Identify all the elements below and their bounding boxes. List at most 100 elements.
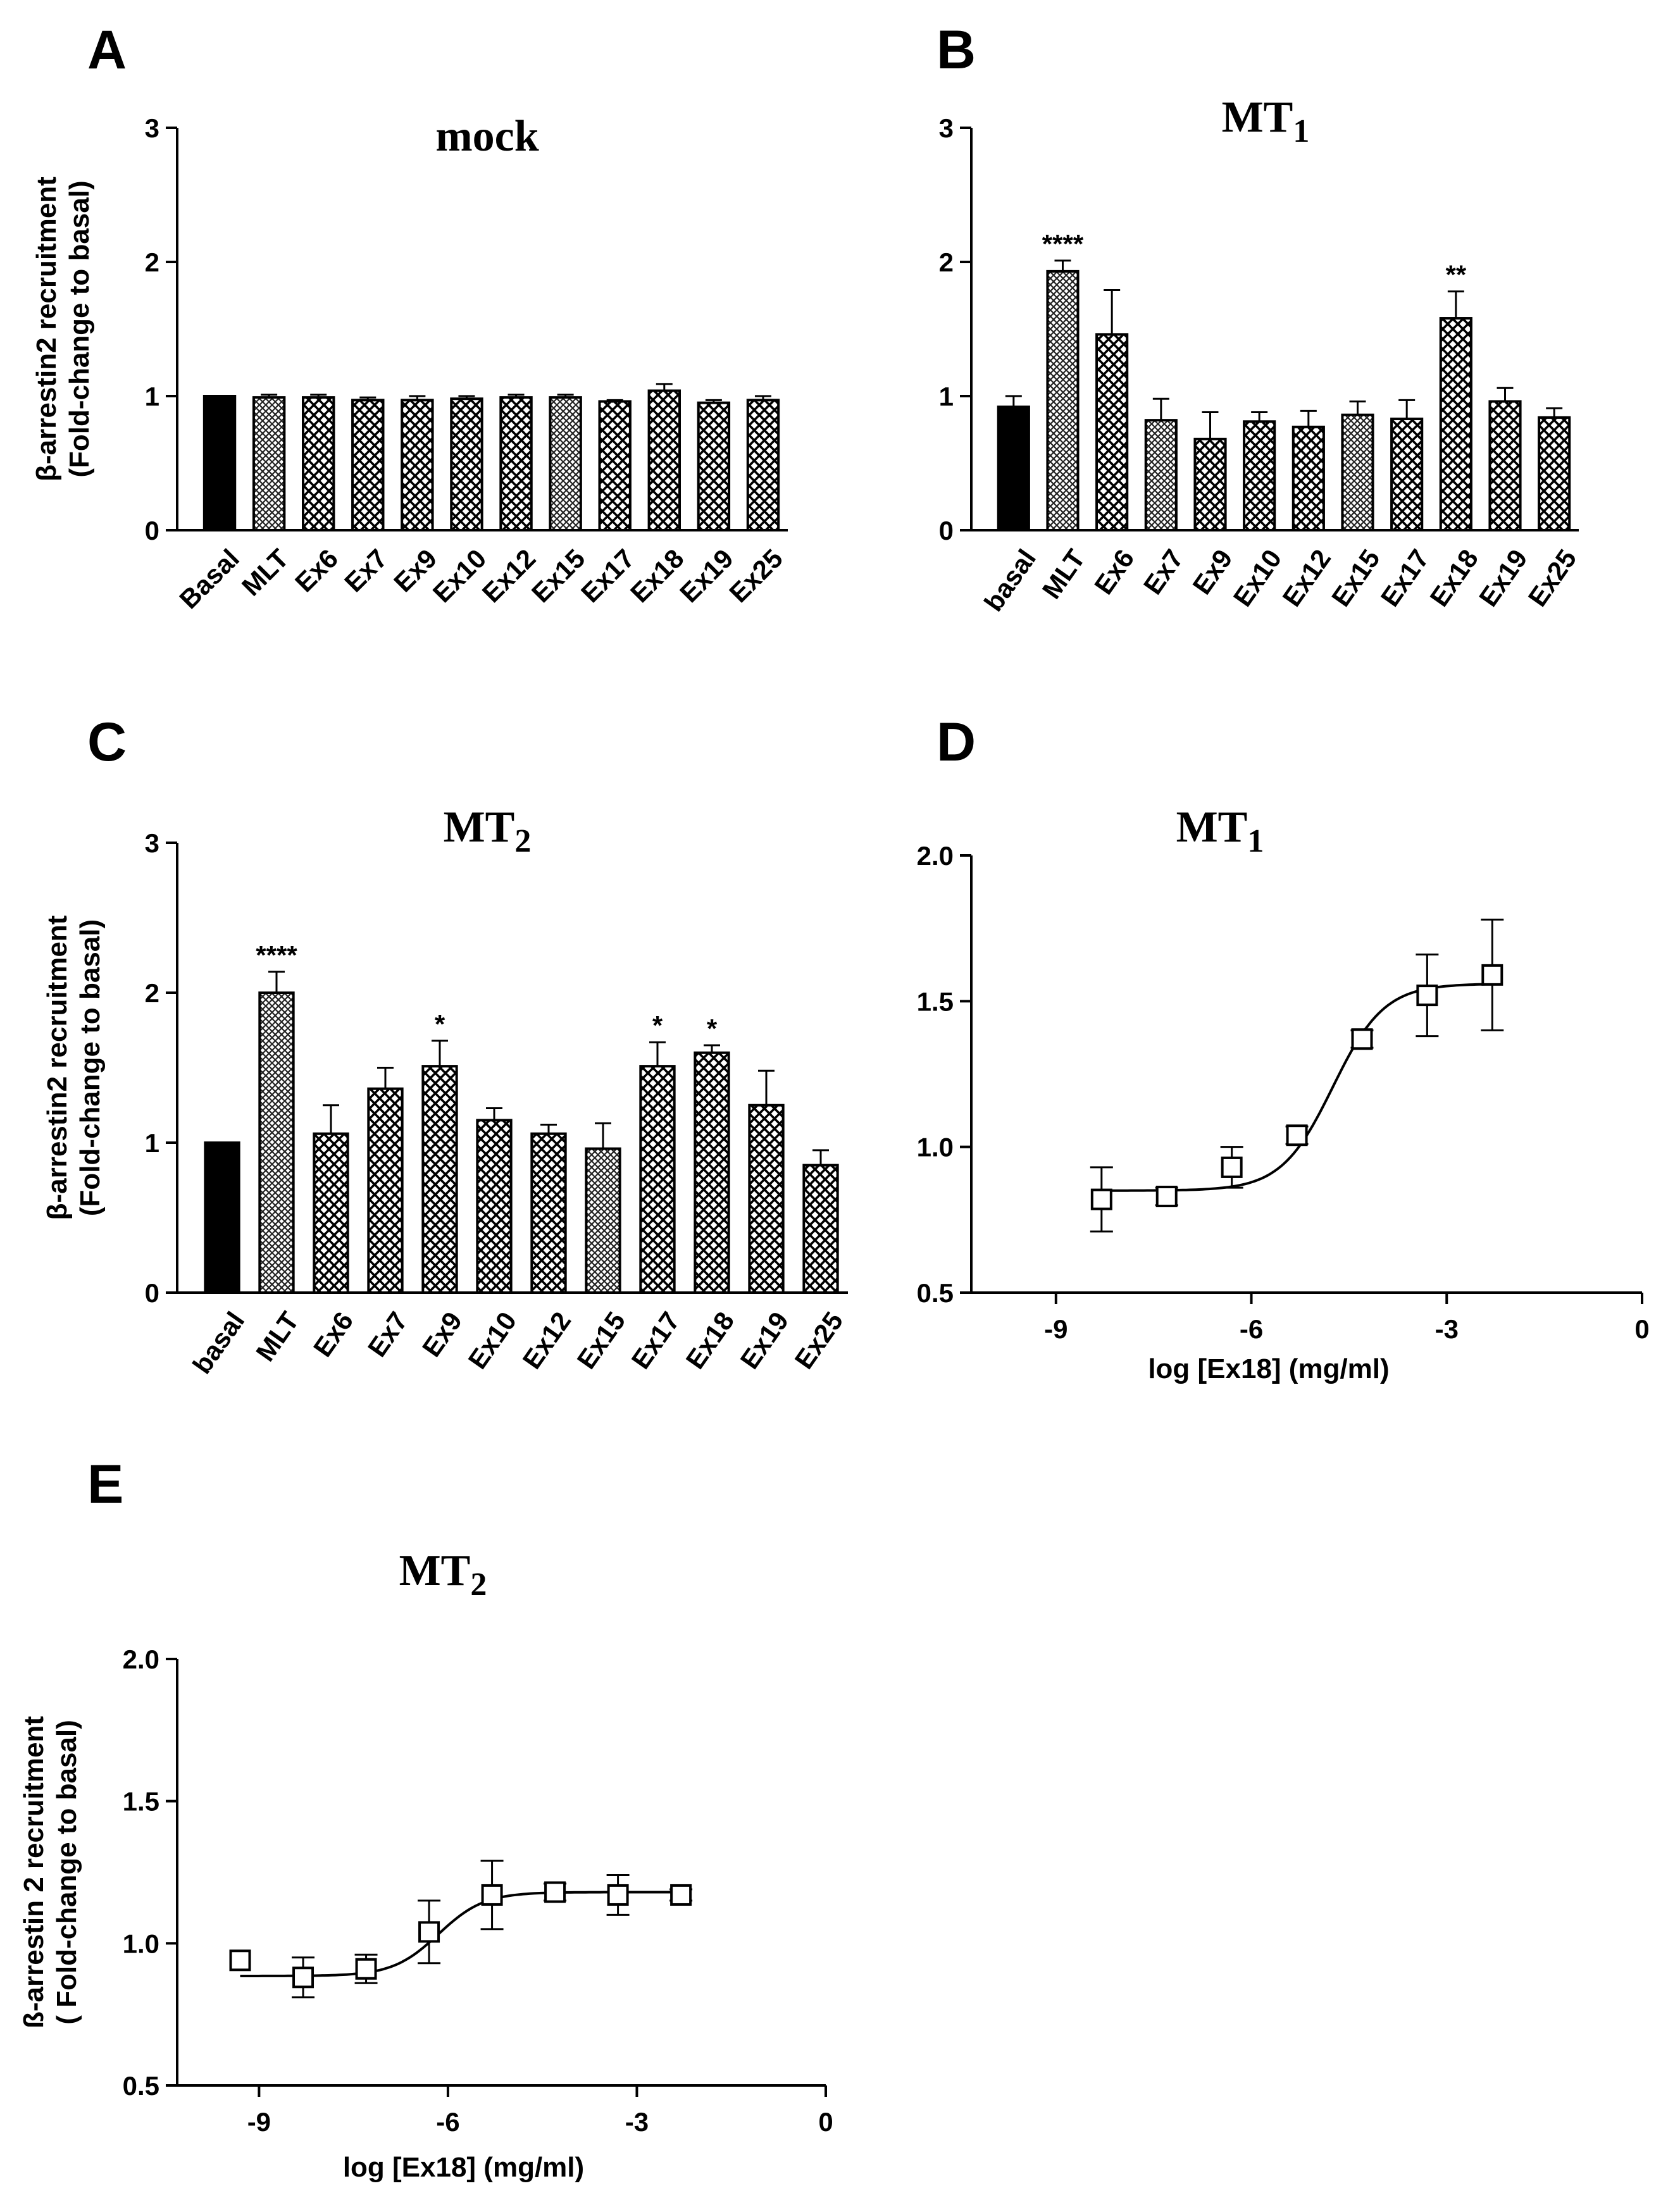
panel-b-category-label: basal — [978, 544, 1042, 617]
panel-b-bar-ex12 — [1291, 425, 1325, 532]
panel-b-y-tick-label: 2 — [939, 247, 954, 277]
panel-e-title-subscript: 2 — [470, 1567, 487, 1603]
panel-b-bar-ex19 — [1488, 400, 1522, 531]
panel-e-y-axis-label-line: ( Fold-change to basal) — [51, 1720, 82, 2025]
panel-a-category-label: Ex7 — [339, 544, 393, 598]
panel-a-category-label: Ex18 — [625, 544, 690, 609]
panel-e-y-axis-label: ß-arrestin 2 recruitment( Fold-change to… — [18, 1716, 82, 2029]
panel-d-x-tick-label: -9 — [1044, 1314, 1067, 1344]
panel-c-bar-ex19 — [748, 1103, 785, 1294]
panel-e-dose-response: 0.5 1.0 1.5 2.0 -9 -6 -3 0 MT2 ß-arrestin 2 recru… — [18, 1546, 833, 2183]
panel-d-data-point — [1155, 1185, 1178, 1207]
panel-c-bar-mlt — [258, 991, 295, 1294]
panel-b-title: MT1 — [1222, 93, 1310, 149]
panel-e-y-tick-label: 0.5 — [123, 2071, 159, 2101]
panel-c-y-axis-label-line: β-arrestin2 recruitment — [42, 915, 73, 1220]
panel-label-d: D — [937, 712, 976, 773]
panel-a-y-axis-label-line: β-arrestin2 recruitment — [31, 177, 62, 482]
panel-b-category-label: Ex25 — [1522, 544, 1583, 612]
panel-b-category-label: Ex17 — [1375, 544, 1435, 612]
panel-c-y-axis-label: β-arrestin2 recruitment(Fold-change to b… — [42, 915, 106, 1220]
panel-a-title-main: mock — [435, 112, 538, 161]
panel-b-category-label: Ex6 — [1088, 544, 1140, 600]
panel-c-y-axis-label-line: (Fold-change to basal) — [75, 919, 106, 1216]
panel-e-y-tick-label: 1.5 — [123, 1787, 159, 1817]
panel-d-fit-curve — [1101, 983, 1493, 1192]
panel-e-x-tick-label: -9 — [247, 2107, 271, 2137]
panel-e-data-point — [544, 1881, 566, 1903]
panel-c-y-tick-label: 1 — [145, 1128, 159, 1158]
panel-e-title-main: MT — [399, 1546, 471, 1595]
panel-b-category-label: Ex18 — [1424, 544, 1484, 612]
panel-b-category-label: Ex19 — [1473, 544, 1533, 612]
panel-c-category-label: Ex9 — [416, 1307, 468, 1362]
panel-a-category-label: Ex12 — [476, 544, 542, 609]
panel-c-category-label: Ex25 — [789, 1307, 849, 1374]
panel-c-y-tick-label: 0 — [145, 1278, 159, 1308]
panel-d-title-main: MT — [1176, 803, 1248, 852]
panel-d-title-subscript: 1 — [1247, 823, 1264, 859]
panel-c-bar-ex25 — [802, 1164, 839, 1295]
panel-b-category-label: Ex12 — [1276, 544, 1336, 612]
panel-e-y-tick-label: 1.0 — [123, 1929, 159, 1958]
panel-c-category-label: Ex12 — [517, 1307, 577, 1374]
panel-a-y-tick-label: 3 — [145, 113, 159, 143]
panel-label-b: B — [937, 20, 976, 80]
panel-e-data-point — [418, 1921, 440, 1943]
panel-c-title-subscript: 2 — [514, 823, 531, 859]
panel-b-bar-ex7 — [1144, 419, 1178, 531]
panel-e-x-axis-label: log [Ex18] (mg/ml) — [343, 2152, 584, 2183]
panel-e-data-point — [481, 1884, 503, 1906]
panel-a-y-tick-label: 2 — [145, 247, 159, 277]
panel-a-y-axis-label-line: (Fold-change to basal) — [64, 180, 95, 477]
panel-c-bar-ex9 — [421, 1065, 458, 1294]
panel-a-bar-ex12 — [499, 396, 533, 531]
panel-e-data-point — [355, 1958, 377, 1980]
panel-a-bar-mlt — [252, 396, 286, 531]
panel-b-title-subscript: 1 — [1293, 113, 1309, 149]
panel-c-bar-ex7 — [367, 1087, 404, 1295]
panel-a-bar-basal — [202, 395, 237, 531]
panel-a-title: mock — [435, 112, 538, 161]
panel-b-significance-label: **** — [1042, 229, 1084, 259]
panel-d-data-point — [1351, 1028, 1373, 1050]
panel-b-bar-ex25 — [1538, 416, 1571, 531]
panel-e-x-tick-label: -3 — [625, 2107, 649, 2137]
panel-e-x-tick-label: 0 — [818, 2107, 833, 2137]
panel-b-bar-basal — [997, 405, 1030, 532]
panel-d-data-point — [1416, 985, 1438, 1007]
panel-c-significance-label: * — [707, 1014, 718, 1043]
panel-a-category-label: Ex15 — [526, 544, 591, 609]
panel-c-significance-label: * — [435, 1009, 445, 1039]
panel-c-category-label: MLT — [250, 1306, 304, 1366]
panel-c-category-label: Ex18 — [680, 1307, 740, 1374]
panel-d-y-tick-label: 0.5 — [917, 1278, 954, 1308]
panel-e-y-axis-label-line: ß-arrestin 2 recruitment — [18, 1716, 49, 2029]
panel-b-bar-ex15 — [1341, 413, 1374, 531]
panel-c-y-tick-label: 3 — [145, 828, 159, 858]
panel-a-category-label: Ex25 — [723, 544, 788, 609]
panel-b-category-label: Ex15 — [1326, 544, 1386, 612]
panel-label-e: E — [87, 1454, 123, 1515]
panel-label-c: C — [87, 712, 127, 773]
panel-a-bar-ex10 — [450, 397, 483, 531]
panel-a-bar-ex9 — [401, 399, 434, 531]
panel-d-data-point — [1286, 1124, 1308, 1146]
panel-d-x-tick-label: -3 — [1435, 1314, 1459, 1344]
panel-d-x-axis-label: log [Ex18] (mg/ml) — [1148, 1353, 1389, 1384]
panel-d-y-tick-label: 2.0 — [917, 841, 954, 871]
panel-c-bar-ex18 — [694, 1051, 730, 1295]
panel-e-data-point — [229, 1949, 251, 1972]
panel-a-bar-ex7 — [351, 399, 385, 531]
panel-a-bar-ex17 — [598, 400, 632, 531]
panel-d-y-tick-label: 1.5 — [917, 986, 954, 1016]
panel-e-y-tick-label: 2.0 — [123, 1644, 159, 1674]
panel-c-category-label: basal — [187, 1307, 250, 1379]
panel-a-category-label: Basal — [173, 544, 244, 614]
panel-e-data-point — [670, 1884, 692, 1906]
panel-c-category-label: Ex10 — [463, 1307, 523, 1374]
panel-a-bar-ex25 — [746, 399, 780, 531]
panel-b-bar-ex10 — [1243, 420, 1276, 532]
panel-c-y-tick-label: 2 — [145, 978, 159, 1008]
